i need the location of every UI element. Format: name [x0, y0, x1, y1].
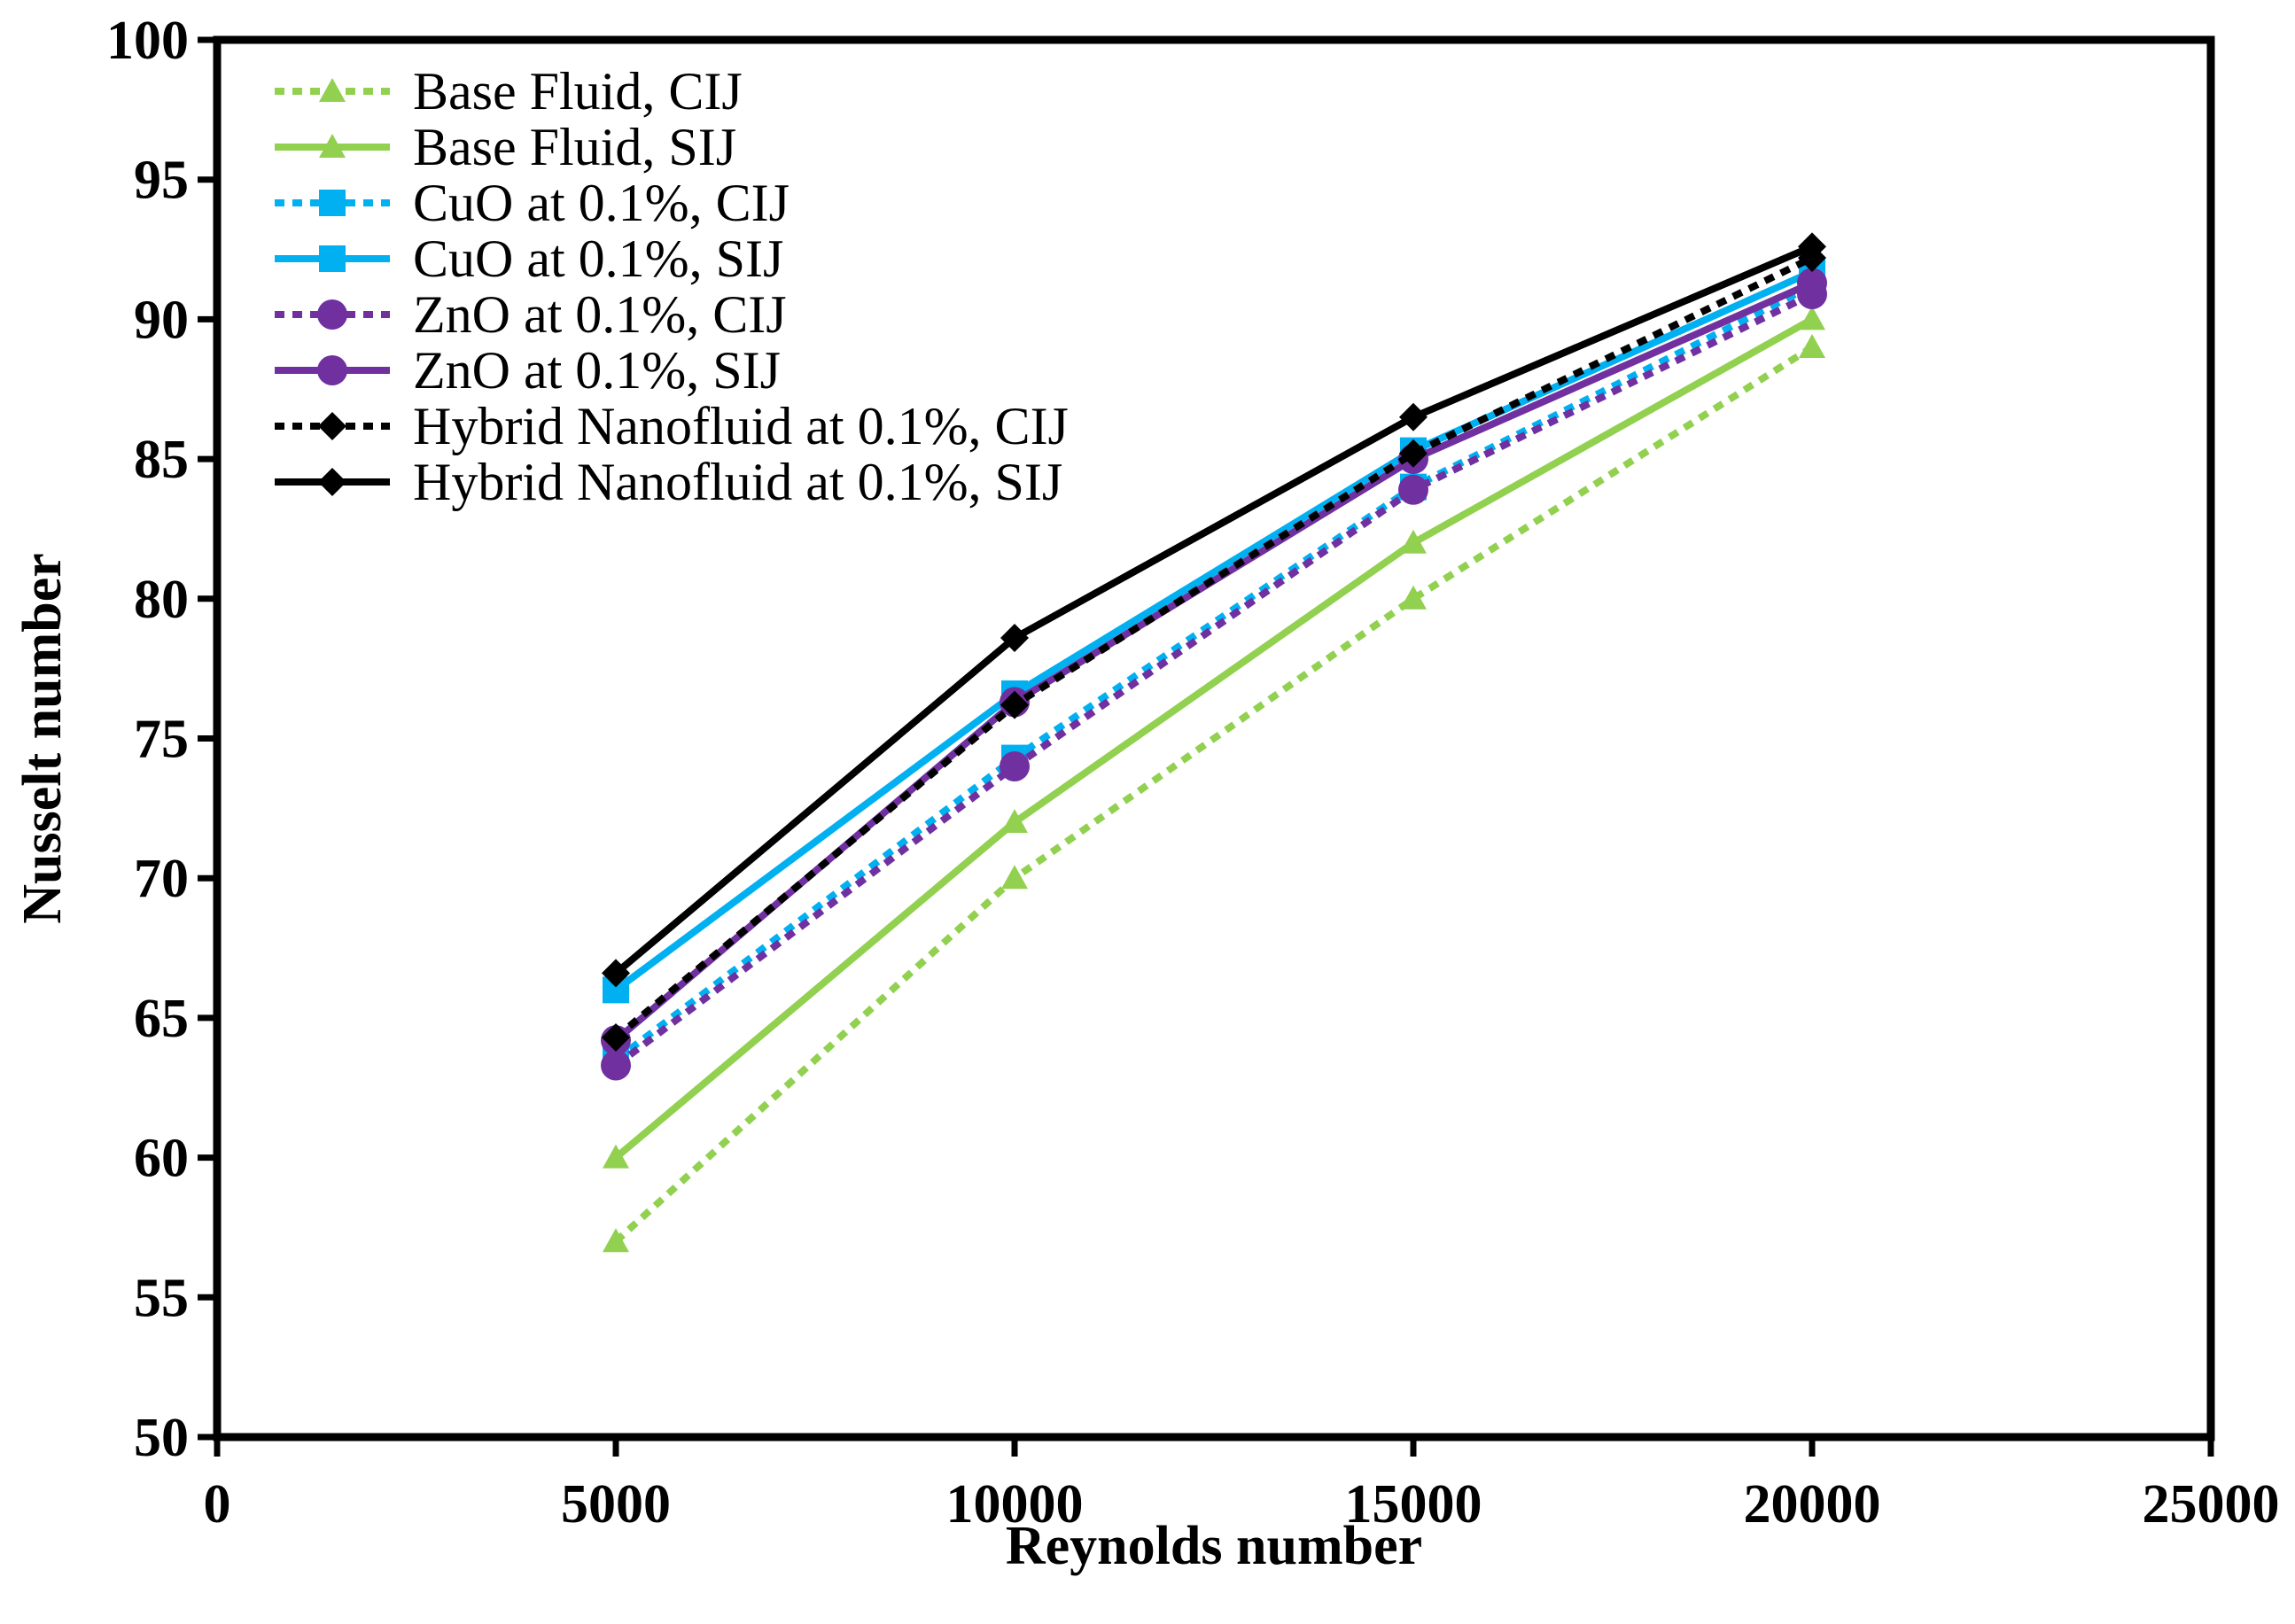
data-point	[1799, 306, 1825, 330]
data-point	[602, 1022, 630, 1052]
x-tick-label: 5000	[561, 1474, 671, 1535]
y-tick-label: 70	[134, 849, 189, 909]
data-point	[1400, 529, 1427, 554]
data-point	[1000, 623, 1029, 652]
legend-marker	[319, 134, 346, 158]
series-line	[613, 254, 1814, 1041]
y-tick-label: 95	[134, 151, 189, 211]
legend-marker	[319, 78, 346, 102]
data-point	[1001, 865, 1028, 890]
y-tick-label: 100	[106, 11, 189, 71]
data-point	[1000, 690, 1029, 719]
series-line	[613, 243, 1814, 976]
legend-label: CuO at 0.1%, SIJ	[413, 229, 783, 288]
series-line	[613, 344, 1815, 1245]
y-tick-label: 80	[134, 570, 189, 630]
data-point	[1001, 809, 1028, 834]
data-point	[1797, 268, 1827, 299]
axis-ticks: 50 55 60 65 70 75 80 85 90 95 100 0 5000 10000 15000 20…	[106, 11, 2280, 1535]
legend-label: ZnO at 0.1%, CIJ	[413, 285, 787, 344]
y-tick-label: 60	[134, 1129, 189, 1189]
legend-label: Hybrid Nanofluid at 0.1%, CIJ	[413, 397, 1069, 455]
x-tick-label: 0	[204, 1474, 231, 1535]
series-group	[601, 279, 1827, 1081]
data-point	[1798, 232, 1826, 261]
y-tick-label: 55	[134, 1268, 189, 1328]
y-tick-label: 65	[134, 989, 189, 1049]
data-point	[1799, 333, 1825, 358]
legend-marker	[317, 299, 347, 330]
series-line	[613, 279, 1814, 1044]
data-point	[603, 1144, 629, 1169]
data-point	[1399, 402, 1428, 431]
legend-marker	[318, 412, 346, 440]
data-point	[602, 959, 630, 988]
x-tick-label: 15000	[1345, 1474, 1482, 1535]
series-layer	[601, 232, 1827, 1253]
data-point	[1400, 585, 1427, 610]
series-line	[613, 291, 1814, 1068]
y-tick-label: 75	[134, 710, 189, 770]
series-line	[613, 282, 1814, 1063]
legend-label: Base Fluid, SIJ	[413, 118, 736, 176]
y-tick-label: 50	[134, 1408, 189, 1468]
series-line	[613, 315, 1814, 1161]
legend-marker	[318, 468, 346, 496]
legend-marker	[319, 245, 346, 272]
x-tick-label: 10000	[946, 1474, 1084, 1535]
legend-marker	[319, 190, 346, 216]
data-point	[1398, 474, 1428, 505]
series-group	[603, 306, 1825, 1169]
y-axis-title: Nusselt number	[12, 553, 73, 924]
data-point	[1399, 439, 1428, 468]
legend-label: Hybrid Nanofluid at 0.1%, SIJ	[413, 453, 1062, 511]
x-tick-label: 25000	[2143, 1474, 2280, 1535]
series-group	[603, 333, 1825, 1253]
legend-label: ZnO at 0.1%, SIJ	[413, 341, 781, 400]
y-tick-label: 85	[134, 430, 189, 490]
x-axis-title: Reynolds number	[1006, 1516, 1422, 1576]
x-tick-label: 20000	[1744, 1474, 1881, 1535]
data-point	[603, 1228, 629, 1253]
legend-label: Base Fluid, CIJ	[413, 62, 743, 120]
data-point	[1000, 751, 1030, 782]
series-group	[602, 232, 1826, 988]
legend-marker	[317, 355, 347, 385]
data-point	[601, 1050, 631, 1081]
series-line	[613, 268, 1814, 993]
legend-label: CuO at 0.1%, CIJ	[413, 174, 790, 232]
y-tick-label: 90	[134, 290, 189, 350]
